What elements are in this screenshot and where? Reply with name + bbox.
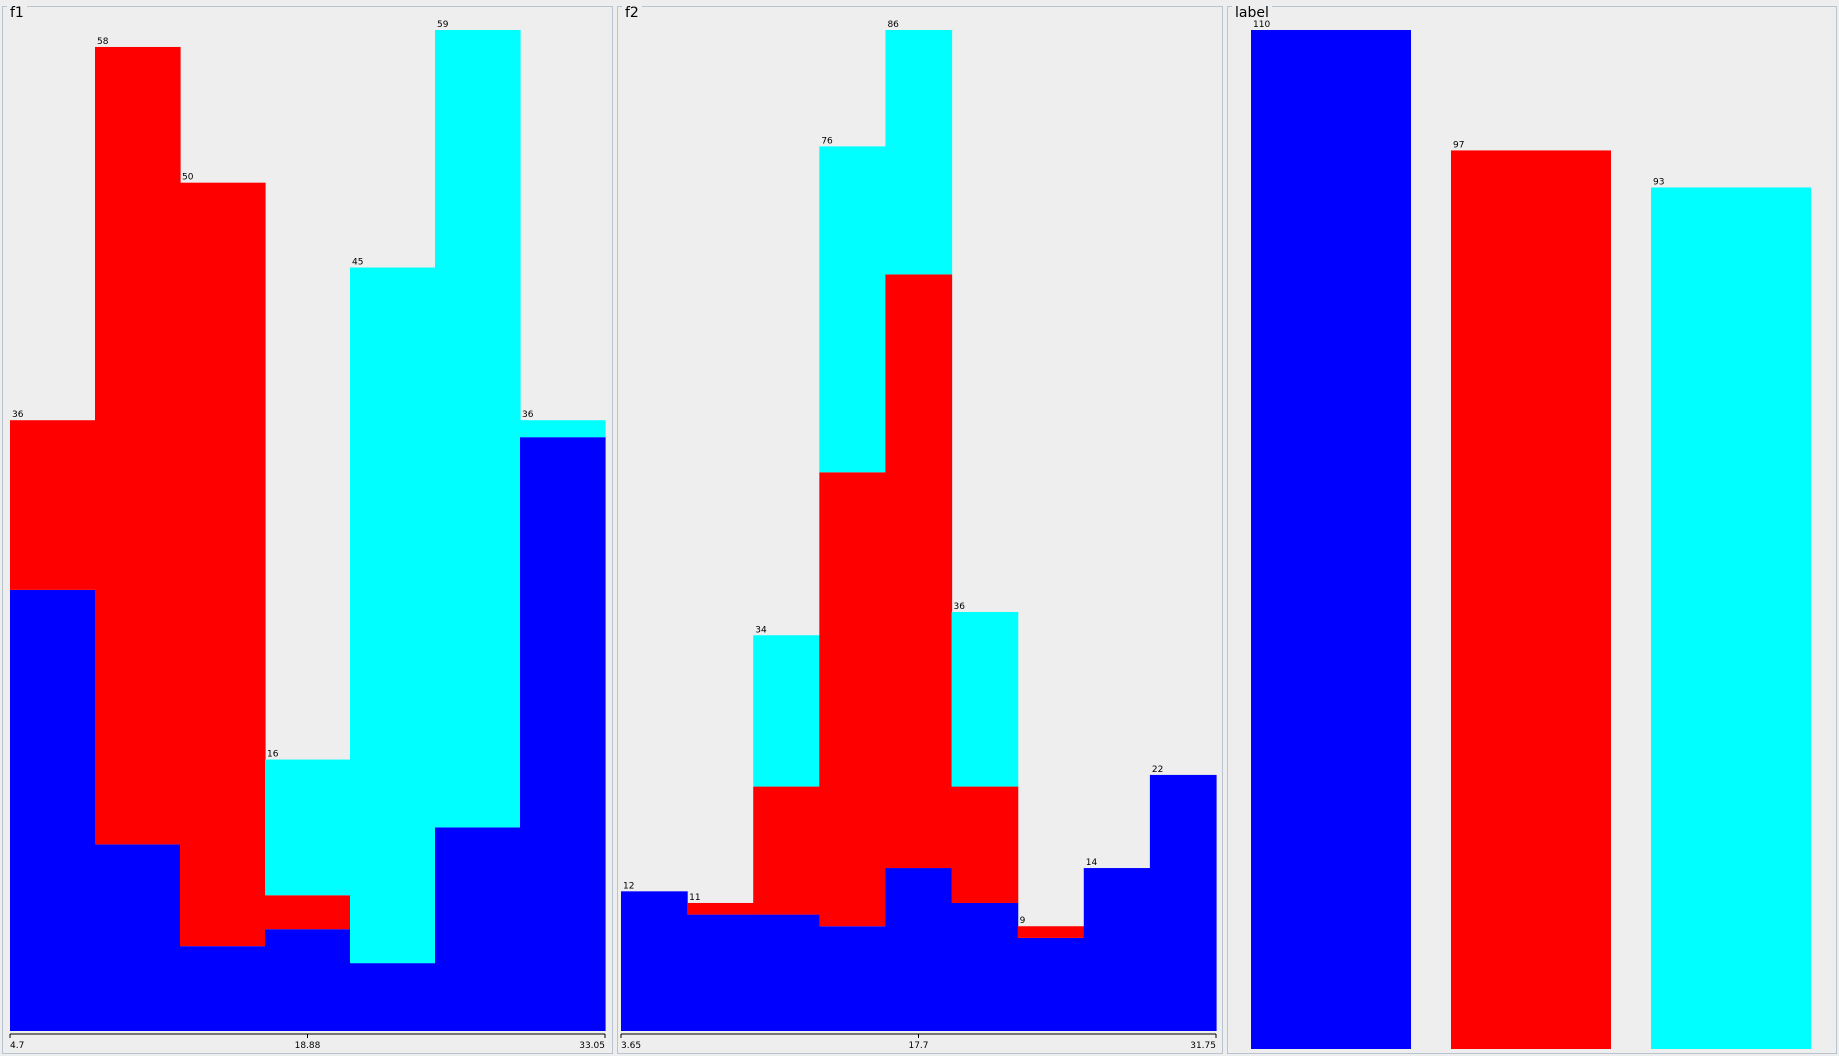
bar-segment <box>951 902 1019 1031</box>
bar-segment <box>520 437 606 1031</box>
bar-segment <box>1149 774 1217 1031</box>
panel-title-f1: f1 <box>7 6 27 20</box>
bar-segment <box>10 420 96 590</box>
bar-segment <box>435 30 521 828</box>
chart-f1: 36 58 50 16 45 59 36 4.7 18.88 33.05 <box>9 20 606 1051</box>
label-bar <box>1451 150 1611 1049</box>
bar-segment <box>350 963 436 1031</box>
bar-total-label: 9 <box>1020 916 1026 926</box>
bar-total-label: 11 <box>689 893 700 903</box>
bar-segment <box>885 274 953 869</box>
bar-total-label: 12 <box>623 881 634 891</box>
bar-value-label: 110 <box>1253 20 1270 30</box>
bar-total-label: 36 <box>522 410 534 420</box>
label-bar <box>1651 187 1811 1050</box>
panel-title-label: label <box>1232 6 1272 20</box>
label-bar <box>1251 30 1411 1049</box>
bar-total-label: 45 <box>352 258 363 268</box>
bar-total-label: 59 <box>437 20 449 30</box>
bar-segment <box>621 891 688 1031</box>
x-axis-tick-label: 18.88 <box>295 1041 321 1051</box>
bar-segment <box>350 267 436 964</box>
bar-segment <box>435 827 521 1031</box>
bar-segment <box>885 868 953 1031</box>
panel-title-f2: f2 <box>622 6 642 20</box>
bar-segment <box>1017 937 1085 1031</box>
panel-label: label 110 97 93 <box>1227 6 1837 1054</box>
bar-segment <box>95 46 181 845</box>
bar-segment <box>951 786 1019 903</box>
bar-value-label: 93 <box>1653 177 1664 187</box>
bar-segment <box>687 914 754 1031</box>
bar-total-label: 50 <box>182 173 194 183</box>
bar-segment <box>819 472 887 927</box>
chart-label: 110 97 93 <box>1251 20 1811 1050</box>
chart-f2: 12 11 34 76 86 36 9 14 22 3.65 17.7 31.75 <box>620 20 1217 1051</box>
x-axis-tick-label: 31.75 <box>1190 1041 1216 1051</box>
bar-segment <box>885 30 953 275</box>
bar-total-label: 14 <box>1086 858 1098 868</box>
bar-segment <box>951 611 1019 787</box>
bar-segment <box>520 420 606 438</box>
bar-segment <box>753 635 820 787</box>
bar-segment <box>265 759 351 896</box>
bar-segment <box>10 589 96 1031</box>
bar-segment <box>687 902 754 915</box>
bar-total-label: 16 <box>267 750 279 760</box>
x-axis-tick-label: 3.65 <box>621 1041 641 1051</box>
bar-segment <box>180 182 266 947</box>
x-axis-tick-label: 4.7 <box>10 1041 24 1051</box>
bar-segment <box>265 929 351 1031</box>
x-axis-tick-label: 17.7 <box>908 1041 928 1051</box>
panel-f1: f1 36 58 50 16 45 59 36 4.7 18.88 33.05 <box>2 6 613 1054</box>
bar-segment <box>819 146 887 473</box>
bar-segment <box>1017 926 1085 938</box>
bar-segment <box>1083 868 1151 1031</box>
bar-segment <box>95 844 181 1031</box>
bar-total-label: 34 <box>755 625 767 635</box>
panel-f2: f2 12 11 34 76 86 36 9 14 22 3.65 17.7 31.75 <box>617 6 1223 1054</box>
bar-segment <box>753 786 820 915</box>
bar-total-label: 76 <box>821 136 833 146</box>
bar-segment <box>819 926 887 1031</box>
bar-total-label: 86 <box>887 20 899 30</box>
x-axis-tick-label: 33.05 <box>579 1041 605 1051</box>
bar-total-label: 36 <box>954 602 966 612</box>
bar-segment <box>180 946 266 1031</box>
bar-segment <box>265 895 351 930</box>
bar-total-label: 36 <box>12 410 24 420</box>
bar-segment <box>753 914 820 1031</box>
bar-total-label: 22 <box>1152 765 1163 775</box>
bar-total-label: 58 <box>97 37 109 47</box>
bar-value-label: 97 <box>1453 140 1464 150</box>
